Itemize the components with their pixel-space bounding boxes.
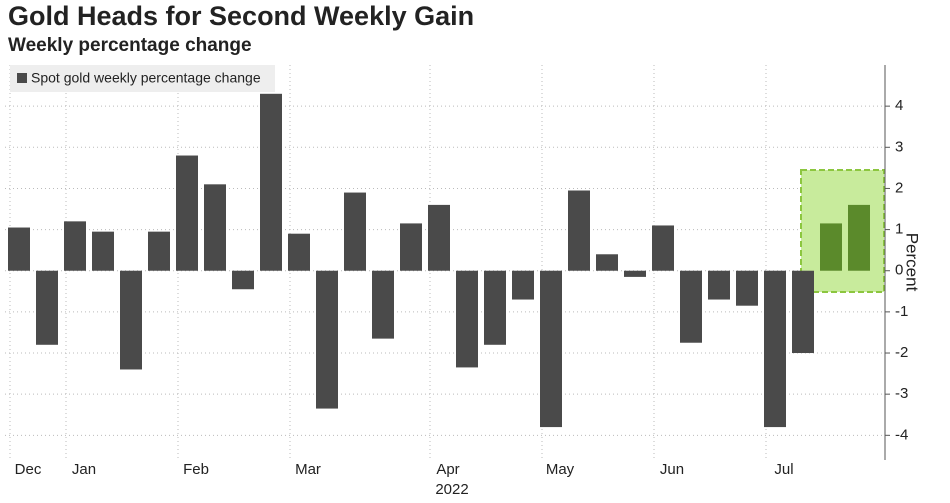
bar xyxy=(36,270,58,345)
highlight-box xyxy=(800,169,885,293)
legend-swatch xyxy=(17,73,27,83)
bar xyxy=(736,270,758,306)
y-tick-label: 2 xyxy=(895,179,903,196)
x-tick-label: Jul xyxy=(774,461,793,478)
x-tick-label: Jan xyxy=(72,461,96,478)
y-tick-label: 3 xyxy=(895,138,903,155)
bar xyxy=(652,225,674,271)
bar xyxy=(316,270,338,409)
bar xyxy=(176,155,198,271)
bar xyxy=(8,227,30,271)
bar xyxy=(372,270,394,339)
bar xyxy=(456,270,478,368)
x-tick-label: Dec xyxy=(15,461,42,478)
y-tick-label: 0 xyxy=(895,262,903,279)
bar xyxy=(512,270,534,300)
bar xyxy=(428,204,450,271)
bar xyxy=(204,184,226,271)
chart-title: Gold Heads for Second Weekly Gain xyxy=(8,1,474,31)
legend-box xyxy=(10,65,275,92)
bar xyxy=(288,233,310,271)
y-tick-label: -4 xyxy=(895,426,908,443)
y-tick-label: -1 xyxy=(895,303,908,320)
bar xyxy=(708,270,730,300)
x-tick-label: Feb xyxy=(183,461,209,478)
y-tick-label: 4 xyxy=(895,97,903,114)
bar xyxy=(680,270,702,343)
bar xyxy=(820,223,842,271)
bar xyxy=(568,190,590,271)
x-tick-label: May xyxy=(546,461,575,478)
bar xyxy=(260,93,282,271)
bar xyxy=(64,221,86,271)
bar xyxy=(764,270,786,428)
x-sublabel: 2022 xyxy=(435,481,468,498)
bar xyxy=(792,270,814,354)
bar xyxy=(484,270,506,345)
x-tick-label: Mar xyxy=(295,461,321,478)
bar xyxy=(92,231,114,271)
y-tick-label: 1 xyxy=(895,221,903,238)
bar xyxy=(540,270,562,428)
bar xyxy=(344,192,366,271)
bar xyxy=(400,223,422,271)
bar xyxy=(148,231,170,271)
chart-subtitle: Weekly percentage change xyxy=(8,35,252,56)
y-tick-label: -2 xyxy=(895,344,908,361)
x-tick-label: Apr xyxy=(436,461,459,478)
bar xyxy=(120,270,142,370)
y-tick-label: -3 xyxy=(895,385,908,402)
bar xyxy=(848,204,870,271)
bar xyxy=(232,270,254,290)
bar xyxy=(624,270,646,277)
y-axis-label: Percent xyxy=(903,233,922,292)
x-tick-label: Jun xyxy=(660,461,684,478)
bar xyxy=(596,254,618,271)
legend-label: Spot gold weekly percentage change xyxy=(31,70,261,86)
